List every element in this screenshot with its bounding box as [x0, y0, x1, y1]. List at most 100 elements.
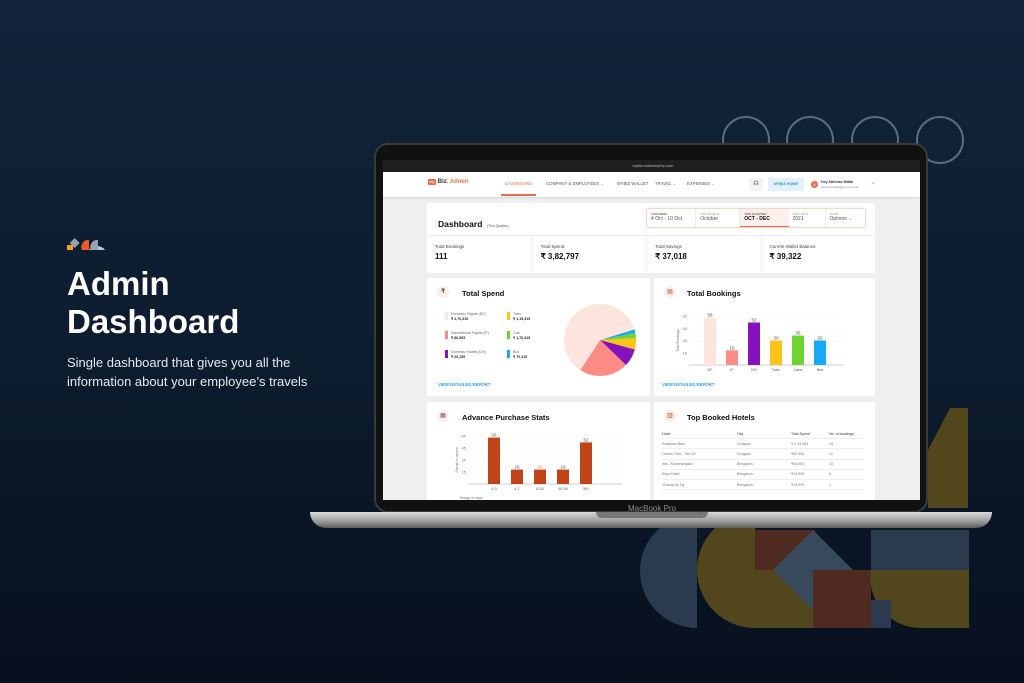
pie-legend: Domestic Flights (DF) ₹ 2,70,315 Internat… [445, 312, 555, 372]
pie-slice [600, 333, 636, 340]
bar [534, 469, 546, 484]
total-bookings-card: ▤ Total Bookings 15 30 45 60 Total Bookings 5… [654, 278, 875, 396]
nav-expenses[interactable]: EXPENSES ⌄ [687, 181, 715, 186]
decorative-circle [916, 116, 964, 164]
period-selector: THIS WEEK 4 Oct - 10 Oct THIS MONTH Octobe… [646, 208, 866, 228]
pie-slice [580, 340, 626, 376]
y-tick-label: 30 [683, 338, 688, 343]
y-axis-label: Total Bookings [676, 329, 680, 352]
browser-toolbar: mybiz.makemytrip.com [383, 160, 920, 172]
table-row[interactable]: Ibis - Koramangala Bengaluru ₹54,993 14 [662, 459, 864, 470]
mybiz-home-button[interactable]: MYBIZ HOME [768, 178, 804, 191]
chevron-down-icon: ⌄ [600, 181, 604, 186]
y-axis-label: Spend in rupees [455, 447, 459, 473]
user-greeting: Hey Abhinav Mittal [821, 180, 854, 184]
user-email: abhinav.mittal@go-mmt.com [821, 185, 860, 189]
advance-purchase-bar-chart: 15 30 45 60 Spend in rupees Range of days 58 0-… [455, 433, 623, 500]
nav-dashboard[interactable]: DASHBOARD [505, 181, 533, 186]
view-detailed-report-link[interactable]: VIEW DETAILED REPORT [662, 382, 715, 387]
legend-item: Domestic Hotels (DH) ₹ 26,159 [445, 350, 486, 360]
spend-pie-chart [564, 304, 636, 376]
x-tick-label: Train [772, 368, 781, 372]
y-tick-label: 30 [462, 458, 467, 463]
pie-slice [600, 329, 636, 340]
hero-subtitle: Single dashboard that gives you all the … [67, 355, 308, 389]
pie-slice [600, 338, 636, 350]
x-tick-label: Bus [817, 368, 824, 372]
y-tick-label: 45 [683, 326, 688, 331]
bar [704, 317, 716, 365]
calendar-icon: ▦ [437, 410, 449, 422]
bar [770, 340, 782, 365]
laptop-model-label: MacBook Pro [628, 504, 677, 513]
x-tick-label: DH [751, 368, 757, 372]
card-title: Total Bookings [687, 289, 741, 298]
x-axis-label: Range of days [460, 496, 483, 500]
period-this-week[interactable]: THIS WEEK 4 Oct - 10 Oct [647, 209, 697, 227]
x-tick-label: Cabs [794, 368, 803, 372]
pie-slice [564, 304, 635, 371]
nav-mybiz-wallet[interactable]: MYBIZ WALLET [617, 181, 649, 186]
y-tick-label: 45 [462, 446, 467, 451]
stats-row: Total Bookings 111 Total Spend ₹ 3,82,797 … [427, 235, 875, 272]
period-this-month[interactable]: THIS MONTH October [696, 209, 741, 227]
period-this-year[interactable]: THIS YEAR 2021 [789, 209, 826, 227]
laptop-notch [596, 512, 708, 518]
card-title: Top Booked Hotels [687, 413, 755, 422]
table-row[interactable]: Keys Hotel Bengaluru ₹24,993 8 [662, 469, 864, 480]
legend-item: Domestic Flights (DF) ₹ 2,70,315 [445, 312, 486, 322]
view-detailed-report-link[interactable]: VIEW DETAILED REPORT [438, 382, 491, 387]
period-this-quarter[interactable]: THIS QUARTER OCT - DEC [740, 209, 789, 227]
avatar[interactable]: A [811, 181, 818, 188]
bar [557, 469, 569, 484]
top-hotels-card: ▥ Top Booked Hotels Hotel City Total Spend… [654, 402, 875, 500]
hotels-table: Hotel City Total Spend No. of bookings Radi… [662, 429, 864, 491]
table-row[interactable]: Vivanta by Taj Bengaluru ₹24,993 1 [662, 479, 864, 491]
stat-total-savings: Total Savings ₹ 37,018 [646, 236, 760, 272]
chevron-down-icon: ⌄ [711, 181, 715, 186]
bar [580, 442, 592, 484]
legend-item: Cab ₹ 1,70,315 [507, 331, 530, 341]
table-row[interactable]: Lemon Tree - Sec 29 Gurgaon ₹60,993 12 [662, 448, 864, 460]
data-label: 52 [751, 318, 757, 323]
decorative-shapes [640, 408, 969, 628]
bar [488, 437, 500, 484]
chevron-down-icon[interactable]: ⌄ [871, 180, 877, 186]
nav-active-underline [501, 194, 536, 196]
page-title: Dashboard (This Quarter) [438, 219, 509, 229]
legend-item: Bus ₹ 70,315 [507, 350, 527, 360]
stat-total-spend: Total Spend ₹ 3,82,797 [531, 236, 646, 272]
x-tick-label: IF [730, 368, 734, 372]
period-more-options[interactable]: MORE Options ⌄ [829, 211, 853, 222]
bookings-bar-chart: 15 30 45 60 Total Bookings 58 DF 18 IF 52 DH 30 Trai… [676, 313, 844, 372]
brand-logo [67, 237, 107, 250]
x-tick-label: 8-15 [536, 487, 544, 491]
address-bar[interactable]: mybiz.makemytrip.com [632, 163, 674, 168]
pie-slice [600, 340, 635, 366]
stat-wallet-balance: Current Wallet Balance ₹ 39,322 [760, 236, 875, 272]
advance-purchase-card: ▦ Advance Purchase Stats 15 30 45 60 Spend i… [427, 402, 650, 500]
table-row[interactable]: Radisson Blue Gurgaon ₹ 2,34,543 23 [662, 438, 864, 450]
y-tick-label: 60 [683, 314, 688, 319]
table-header: Hotel City Total Spend No. of bookings [662, 429, 864, 440]
chevron-down-icon: ⌄ [672, 181, 677, 186]
x-tick-label: 4-7 [514, 487, 520, 491]
legend-item: International Flights (IF) ₹ 86,505 [445, 331, 489, 341]
rupee-icon: ₹ [437, 286, 449, 298]
nav-travel[interactable]: TRAVEL ⌄ [655, 181, 677, 186]
total-spend-card: ₹ Total Spend Domestic Flights (DF) ₹ 2,7… [427, 278, 650, 396]
data-label: 18 [729, 345, 735, 350]
hero-title: Admin Dashboard [67, 265, 240, 340]
laptop-base [310, 512, 992, 528]
support-icon[interactable]: ☊ [749, 178, 763, 191]
y-tick-label: 15 [683, 350, 688, 355]
x-tick-label: DF [707, 368, 713, 372]
stat-total-bookings: Total Bookings 111 [435, 244, 465, 261]
bookings-icon: ▤ [664, 286, 676, 298]
data-label: 18 [560, 465, 566, 470]
bar [792, 335, 804, 365]
legend-item: Train ₹ 1,15,315 [507, 312, 530, 322]
nav-company-employees[interactable]: COMPANY & EMPLOYEES ⌄ [546, 181, 604, 186]
bar [726, 350, 738, 365]
logo[interactable]: my Biz. Admin [428, 179, 469, 185]
